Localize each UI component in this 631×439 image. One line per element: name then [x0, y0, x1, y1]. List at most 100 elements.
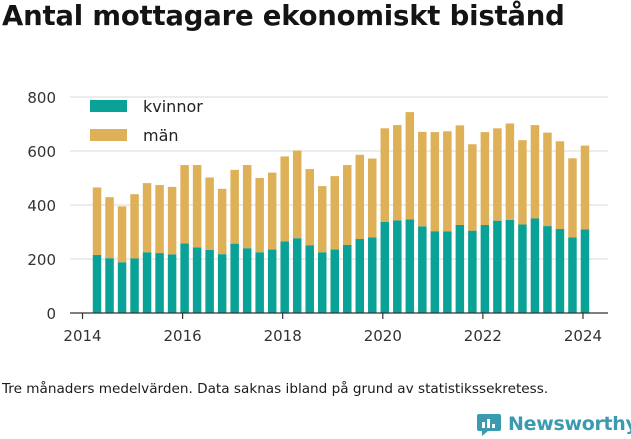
stacked-bar-chart: 0 200 400 600 800 2014 2016 2018 2020 2022 2024 k… [27, 89, 608, 345]
bar-man-12 [242, 165, 252, 249]
bar-man-4 [142, 183, 152, 253]
bar-kvinnor-16 [292, 238, 302, 313]
x-axis: 2014 2016 2018 2020 2022 2024 [63, 312, 608, 345]
bar-man-23 [380, 128, 390, 223]
newsworthy-logo-icon [477, 414, 501, 436]
y-tick-label-600: 600 [27, 143, 56, 161]
bar-man-37 [555, 141, 565, 230]
bar-kvinnor-10 [217, 254, 227, 313]
bar-man-32 [493, 128, 502, 221]
bar-kvinnor-4 [142, 252, 152, 313]
bar-kvinnor-18 [317, 252, 327, 313]
bar-man-3 [130, 194, 139, 259]
bar-man-21 [355, 154, 365, 240]
bar-kvinnor-27 [430, 231, 440, 313]
bar-man-17 [305, 169, 314, 246]
bar-man-24 [393, 125, 402, 221]
bar-kvinnor-6 [167, 254, 177, 313]
bar-man-15 [280, 156, 289, 242]
x-tick-label-2022: 2022 [464, 327, 502, 345]
bar-kvinnor-14 [267, 249, 277, 313]
bar-kvinnor-21 [355, 239, 365, 313]
bar-man-6 [167, 186, 177, 255]
bar-kvinnor-33 [505, 219, 515, 313]
bar-kvinnor-1 [105, 258, 114, 313]
bar-man-9 [205, 177, 214, 250]
bar-kvinnor-5 [155, 253, 164, 313]
bar-kvinnor-23 [380, 222, 390, 313]
chart-title: Antal mottagare ekonomiskt bistånd [2, 0, 565, 32]
bar-man-33 [505, 123, 515, 220]
bar-man-19 [330, 176, 339, 250]
bar-man-14 [267, 172, 277, 250]
bar-man-28 [443, 131, 452, 232]
legend-kvinnor-swatch [90, 100, 127, 112]
bar-kvinnor-11 [230, 243, 239, 313]
bar-man-16 [292, 150, 302, 239]
legend-man-swatch [90, 129, 127, 141]
bar-man-0 [92, 187, 102, 255]
bar-man-20 [343, 165, 352, 245]
bar-kvinnor-31 [480, 224, 490, 313]
bar-kvinnor-2 [117, 262, 127, 313]
bar-man-25 [405, 112, 415, 220]
bar-man-1 [105, 197, 114, 259]
y-tick-label-0: 0 [46, 305, 56, 323]
bar-kvinnor-13 [255, 252, 264, 313]
bar-man-7 [180, 165, 189, 244]
bar-kvinnor-39 [580, 229, 590, 313]
bar-kvinnor-25 [405, 219, 415, 313]
bar-man-18 [317, 186, 327, 253]
bar-kvinnor-35 [530, 218, 540, 313]
bar-kvinnor-26 [418, 226, 427, 313]
y-tick-label-400: 400 [27, 197, 56, 215]
bar-man-10 [217, 188, 227, 255]
bar-man-22 [368, 158, 377, 238]
brand-name: Newsworthy [508, 413, 631, 435]
bar-kvinnor-12 [242, 248, 252, 313]
bar-man-29 [455, 125, 465, 225]
bar-kvinnor-30 [468, 230, 477, 313]
bar-man-13 [255, 178, 264, 253]
bar-man-30 [468, 144, 477, 231]
bar-kvinnor-8 [192, 247, 202, 313]
x-tick-label-2018: 2018 [264, 327, 302, 345]
bar-kvinnor-29 [455, 224, 465, 313]
bar-kvinnor-37 [555, 229, 565, 313]
bar-kvinnor-38 [568, 237, 577, 313]
bar-kvinnor-22 [368, 237, 377, 313]
bar-man-34 [518, 140, 527, 225]
bar-man-11 [230, 169, 239, 244]
x-tick-label-2014: 2014 [63, 327, 101, 345]
bar-kvinnor-20 [343, 244, 352, 313]
bar-man-2 [117, 206, 127, 263]
bar-man-27 [430, 132, 440, 232]
brand-logo: Newsworthy [476, 409, 631, 439]
bar-man-26 [418, 131, 427, 227]
bar-kvinnor-0 [92, 254, 102, 313]
bar-kvinnor-19 [330, 249, 339, 313]
bar-man-35 [530, 125, 540, 219]
bar-man-38 [568, 158, 577, 238]
bar-kvinnor-32 [493, 220, 502, 313]
bar-kvinnor-24 [393, 220, 402, 313]
bar-man-36 [543, 132, 552, 227]
x-tick-label-2016: 2016 [164, 327, 202, 345]
bar-kvinnor-7 [180, 243, 189, 313]
y-tick-label-800: 800 [27, 89, 56, 107]
bars [92, 112, 590, 313]
x-tick-label-2020: 2020 [364, 327, 402, 345]
bar-kvinnor-34 [518, 224, 527, 313]
bar-kvinnor-3 [130, 258, 139, 313]
bar-kvinnor-17 [305, 245, 314, 313]
legend-man-label: män [143, 126, 179, 145]
bar-kvinnor-28 [443, 231, 452, 313]
bar-kvinnor-36 [543, 226, 552, 313]
bar-man-39 [580, 145, 590, 230]
bar-man-8 [192, 165, 202, 248]
y-tick-label-200: 200 [27, 251, 56, 269]
x-tick-label-2024: 2024 [564, 327, 602, 345]
bar-kvinnor-15 [280, 241, 289, 313]
y-axis: 0 200 400 600 800 [27, 89, 56, 323]
chart-caption: Tre månaders medelvärden. Data saknas ib… [2, 381, 549, 397]
